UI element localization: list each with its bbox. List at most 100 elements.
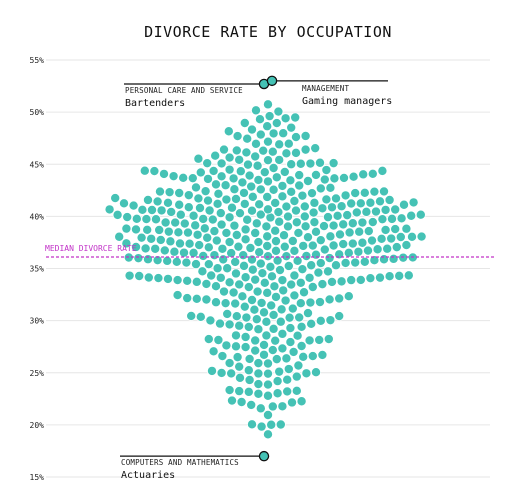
occupation-dot <box>253 174 264 185</box>
occupation-dot <box>203 242 214 253</box>
occupation-dot <box>142 194 153 205</box>
occupation-dot <box>347 238 358 249</box>
occupation-dot <box>388 253 399 264</box>
occupation-dot <box>278 128 289 139</box>
occupation-dot <box>224 152 235 163</box>
occupation-dot <box>340 257 351 268</box>
occupation-dot <box>261 316 272 327</box>
occupation-dot <box>286 186 297 197</box>
occupation-dot <box>274 139 285 150</box>
occupation-dot <box>254 199 265 210</box>
occupation-dot <box>262 240 273 251</box>
occupation-dot <box>290 132 301 143</box>
occupation-dot <box>253 324 264 335</box>
occupation-dot <box>275 316 286 327</box>
occupation-dot <box>230 341 241 352</box>
occupation-dot <box>290 147 301 158</box>
occupation-dot <box>222 263 233 274</box>
occupation-dot <box>326 202 337 213</box>
occupation-dot <box>415 209 426 220</box>
occupation-dot <box>234 320 245 331</box>
occupation-dot <box>287 303 298 314</box>
occupation-dot <box>217 243 228 254</box>
occupation-dot <box>130 241 141 252</box>
occupation-dot <box>286 159 297 170</box>
occupation-dot <box>292 255 303 266</box>
occupation-dot <box>305 158 316 169</box>
occupation-dot <box>233 241 244 252</box>
occupation-dot <box>338 219 349 230</box>
occupation-dot <box>173 227 184 238</box>
occupation-dot <box>242 214 253 225</box>
occupation-dot <box>213 334 224 345</box>
occupation-dot <box>386 233 397 244</box>
occupation-dot <box>221 227 232 238</box>
occupation-dot <box>294 170 305 181</box>
occupation-dot <box>155 234 166 245</box>
occupation-dot <box>342 210 353 221</box>
occupation-dot <box>134 271 145 282</box>
occupation-dot <box>214 318 225 329</box>
occupation-dot <box>247 191 258 202</box>
occupation-dot <box>255 129 266 140</box>
occupation-dot <box>208 165 219 176</box>
occupation-dot <box>252 160 263 171</box>
occupation-dot <box>131 213 142 224</box>
occupation-dot <box>286 397 297 408</box>
occupation-dot <box>309 217 320 228</box>
occupation-dot <box>149 166 160 177</box>
occupation-dot <box>191 293 202 304</box>
occupation-dot <box>282 386 293 397</box>
occupation-dot <box>267 345 278 356</box>
occupation-dot <box>236 396 247 407</box>
occupation-dot <box>321 165 332 176</box>
y-tick-label: 40% <box>30 212 45 221</box>
occupation-dot <box>391 242 402 253</box>
occupation-dot <box>274 216 285 227</box>
occupation-dot <box>398 252 409 263</box>
occupation-dot <box>218 254 229 265</box>
occupation-dot <box>380 224 391 235</box>
occupation-dot <box>262 204 273 215</box>
occupation-dot <box>289 245 300 256</box>
occupation-dot <box>258 145 269 156</box>
occupation-dot <box>357 237 368 248</box>
occupation-dot <box>170 217 181 228</box>
occupation-dot <box>290 205 301 216</box>
occupation-dot <box>223 126 234 137</box>
occupation-dot <box>262 176 273 187</box>
occupation-dot <box>384 271 395 282</box>
occupation-dot <box>122 212 133 223</box>
occupation-dot <box>261 221 272 232</box>
occupation-dot <box>262 390 273 401</box>
occupation-dot <box>159 245 170 256</box>
occupation-dot <box>268 128 279 139</box>
occupation-dot <box>240 224 251 235</box>
occupation-dot <box>378 186 389 197</box>
occupation-dot <box>206 270 217 281</box>
occupation-dot <box>242 159 253 170</box>
occupation-dot <box>255 403 266 414</box>
occupation-dot <box>277 275 288 286</box>
occupation-dot <box>324 294 335 305</box>
occupation-dot <box>210 281 221 292</box>
occupation-dot <box>286 122 297 133</box>
occupation-dot <box>262 368 273 379</box>
occupation-dot <box>343 247 354 258</box>
occupation-dot <box>242 133 253 144</box>
occupation-dot <box>374 196 385 207</box>
occupation-dot <box>240 234 251 245</box>
occupation-dot <box>114 231 125 242</box>
occupation-dot <box>363 226 374 237</box>
occupation-dot <box>166 206 177 217</box>
occupation-dot <box>259 167 270 178</box>
annotations: PERSONAL CARE AND SERVICE Bartenders MANAG… <box>120 75 392 481</box>
occupation-dot <box>355 274 366 285</box>
occupation-dot <box>307 351 318 362</box>
occupation-dot <box>243 321 254 332</box>
occupation-dot <box>367 217 378 228</box>
occupation-dot <box>310 249 321 260</box>
occupation-dot <box>188 247 199 258</box>
occupation-dot <box>244 353 255 364</box>
occupation-dot <box>268 309 279 320</box>
